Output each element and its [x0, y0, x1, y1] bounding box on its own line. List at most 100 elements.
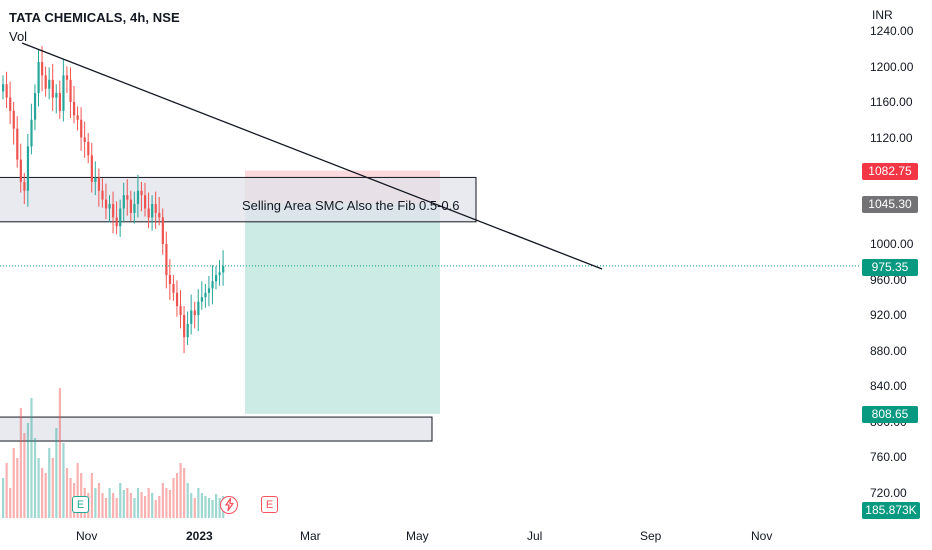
candle-body — [26, 146, 30, 191]
volume-bar — [41, 468, 44, 518]
selling-area-annotation[interactable]: Selling Area SMC Also the Fib 0.5-0.6 — [242, 198, 460, 213]
price-axis-tick: 1240.00 — [870, 24, 914, 38]
candle-body — [115, 217, 118, 227]
candle-body — [161, 217, 164, 244]
volume-bar — [26, 423, 30, 518]
volume-bar — [154, 500, 157, 518]
candle-body — [80, 119, 83, 138]
volume-bar — [200, 493, 203, 518]
volume-bar — [5, 463, 8, 518]
candle-body — [168, 275, 172, 284]
candle-body — [41, 62, 44, 76]
candle-body — [193, 310, 196, 315]
candle-body — [207, 288, 211, 293]
volume-bar — [190, 493, 193, 518]
volume-bar — [58, 388, 61, 518]
candle-body — [12, 110, 15, 129]
candle-body — [197, 301, 200, 315]
volume-bar — [90, 473, 93, 518]
time-axis-tick: Mar — [300, 529, 321, 543]
price-axis-tick: 840.00 — [870, 379, 907, 393]
candle-body — [33, 93, 37, 120]
candle-body — [218, 272, 221, 276]
volume-bar — [218, 498, 221, 518]
candle-body — [222, 266, 225, 273]
candle-body — [19, 159, 22, 182]
volume-indicator-label[interactable]: Vol — [9, 29, 28, 44]
volume-bar — [122, 490, 125, 518]
candle-body — [23, 181, 26, 191]
volume-bar — [183, 468, 186, 518]
volume-bar — [101, 493, 104, 518]
candle-body — [158, 212, 161, 218]
candle-body — [69, 79, 72, 102]
volume-bar — [2, 478, 5, 518]
volume-bar — [112, 493, 115, 518]
candle-body — [175, 292, 179, 307]
volume-bar — [76, 463, 79, 518]
candle-body — [76, 115, 79, 120]
volume-bar — [193, 498, 196, 518]
candle-body — [122, 195, 125, 209]
candle-body — [58, 93, 61, 111]
candle-body — [9, 97, 12, 111]
volume-bar — [126, 488, 129, 518]
candle-body — [44, 75, 47, 89]
candle-body — [172, 283, 175, 293]
volume-bar — [204, 496, 207, 518]
earnings-event-icon[interactable]: E — [72, 496, 89, 513]
time-axis-tick: May — [406, 529, 429, 543]
volume-bar — [161, 483, 164, 518]
volume-bar — [16, 458, 19, 518]
trend-line — [21, 42, 603, 270]
volume-bar — [151, 493, 154, 518]
volume-bar — [215, 494, 218, 518]
target-price-tag: 808.65 — [862, 406, 918, 423]
time-axis-tick: Nov — [76, 529, 98, 543]
volume-bar — [9, 488, 12, 518]
volume-bar — [115, 498, 118, 518]
volume-bar — [104, 498, 108, 518]
volume-bar — [168, 490, 172, 518]
profit-target-zone — [245, 203, 440, 414]
volume-bar — [207, 498, 211, 518]
time-axis-tick: 2023 — [186, 529, 213, 543]
volume-bar — [69, 478, 72, 518]
zones-layer — [0, 170, 477, 442]
volume-bar — [140, 492, 143, 518]
volume-bar — [186, 483, 189, 518]
candle-body — [73, 102, 76, 116]
volume-bar — [37, 458, 40, 518]
volume-bar — [44, 473, 47, 518]
candle-body — [190, 310, 193, 324]
volume-bar — [129, 493, 132, 518]
volume-bar — [172, 478, 175, 518]
volume-bar — [179, 463, 182, 518]
candle-body — [151, 204, 154, 218]
candle-body — [2, 84, 5, 92]
price-axis-tick: 760.00 — [870, 450, 907, 464]
candle-body — [62, 75, 65, 111]
entry-price-tag: 1045.30 — [862, 196, 918, 213]
candle-body — [83, 137, 86, 142]
time-axis-tick: Jul — [527, 529, 543, 543]
lightning-icon[interactable] — [220, 496, 238, 514]
volume-bar — [30, 398, 33, 518]
lines-layer — [0, 42, 860, 270]
stop-loss-price-tag: 1082.75 — [862, 163, 918, 180]
candle-body — [140, 190, 143, 196]
candle-body — [16, 128, 19, 160]
candle-body — [5, 84, 8, 98]
symbol-title[interactable]: TATA CHEMICALS, 4h, NSE — [9, 10, 180, 25]
earnings-event-icon[interactable]: E — [261, 496, 278, 513]
candle-body — [90, 155, 93, 182]
candle-body — [133, 204, 136, 213]
candle-body — [119, 208, 122, 227]
volume-bar — [197, 488, 200, 518]
currency-label: INR — [872, 8, 893, 22]
volume-bar — [133, 498, 136, 518]
volume-bar — [108, 488, 111, 518]
volume-bar — [51, 458, 54, 518]
